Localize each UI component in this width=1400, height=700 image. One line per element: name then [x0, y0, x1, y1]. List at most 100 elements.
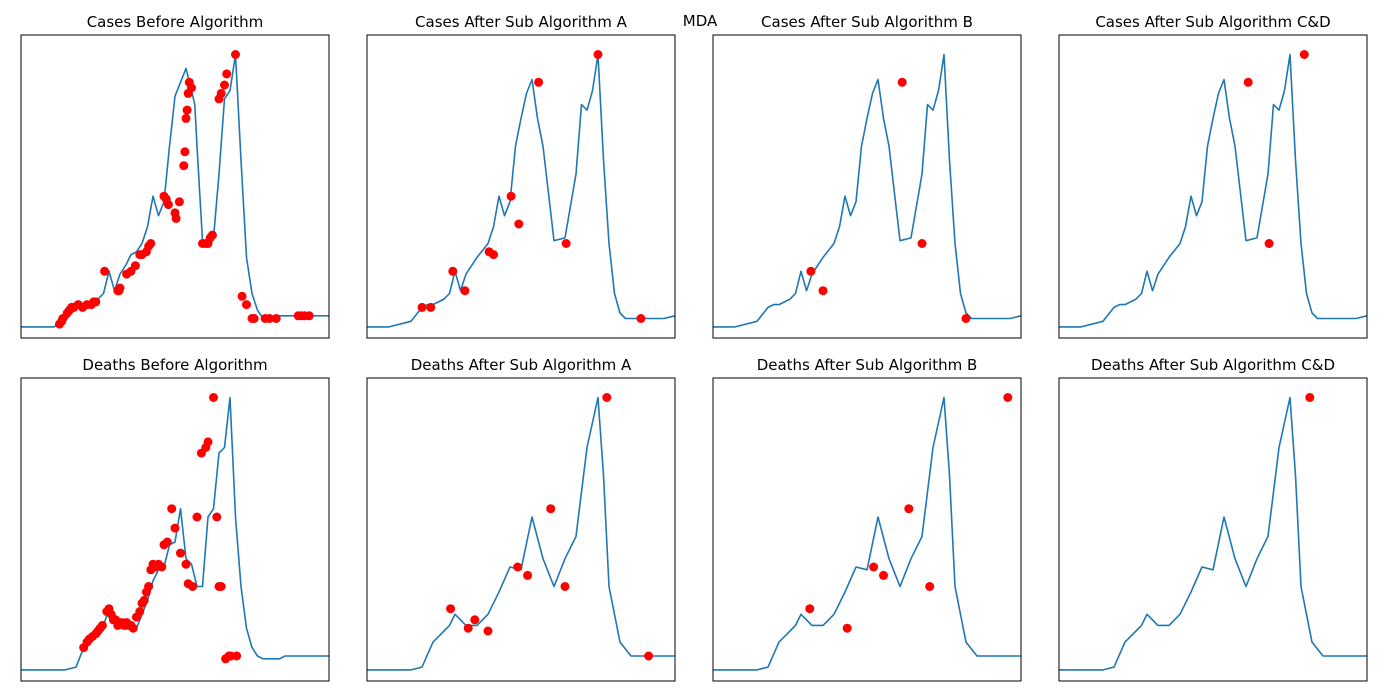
marker-point [644, 651, 654, 661]
marker-point [917, 239, 927, 248]
subplot-title: Deaths After Sub Algorithm C&D [1091, 356, 1335, 374]
marker-point [171, 214, 181, 223]
marker-point [97, 620, 107, 630]
marker-point [483, 626, 493, 636]
series-line [367, 53, 676, 328]
marker-point [265, 314, 275, 323]
marker-point [192, 512, 202, 522]
marker-point [805, 604, 815, 614]
axes-frame [366, 377, 676, 682]
subplot-deaths-after-sub-algorithm-b: Deaths After Sub Algorithm B [712, 356, 1022, 682]
subplot-cases-after-sub-algorithm-b: Cases After Sub Algorithm B [712, 13, 1022, 339]
figure-title: MDA [682, 12, 718, 30]
marker-point [961, 314, 971, 323]
marker-point [636, 314, 646, 323]
marker-point [806, 266, 816, 276]
subplot-cases-before-algorithm: Cases Before Algorithm [20, 13, 330, 339]
axes-frame [366, 34, 676, 339]
marker-point [560, 582, 570, 591]
subplot-title: Deaths Before Algorithm [82, 356, 267, 374]
series-line [21, 396, 329, 671]
marker-point [167, 504, 177, 514]
marker-point [513, 562, 523, 572]
subplot-cases-after-sub-algorithm-candd: Cases After Sub Algorithm C&D [1058, 13, 1368, 339]
marker-point [242, 300, 251, 310]
marker-point [163, 200, 173, 210]
marker-point [209, 393, 218, 402]
marker-point [181, 559, 191, 569]
marker-point [1299, 50, 1309, 59]
marker-point [842, 623, 852, 633]
marker-point [426, 302, 436, 312]
marker-point [135, 607, 145, 616]
marker-point [904, 504, 914, 514]
marker-point [188, 582, 198, 591]
marker-point [231, 50, 240, 59]
marker-point [115, 283, 125, 293]
marker-point [216, 582, 226, 591]
marker-point [1305, 393, 1315, 402]
marker-point [100, 266, 110, 276]
series-line [367, 396, 675, 671]
marker-point [897, 77, 907, 87]
axes-frame [712, 34, 1022, 339]
marker-point [91, 297, 101, 307]
marker-point [128, 623, 138, 633]
marker-point [162, 537, 172, 547]
marker-point [417, 302, 427, 312]
marker-point [470, 615, 480, 625]
marker-point [271, 314, 281, 323]
subplot-cases-after-sub-algorithm-a: Cases After Sub Algorithm A [366, 13, 676, 339]
marker-point [304, 311, 314, 321]
axes-frame [1058, 377, 1368, 682]
subplot-title: Cases After Sub Algorithm C&D [1095, 13, 1330, 31]
marker-point [146, 239, 156, 248]
series-line [713, 53, 1022, 328]
marker-point [489, 250, 498, 260]
marker-point [1264, 239, 1274, 248]
marker-point [170, 523, 180, 533]
marker-point [182, 105, 192, 115]
marker-point [237, 291, 247, 301]
series-line [21, 53, 329, 328]
marker-point [534, 77, 544, 87]
marker-point [180, 147, 190, 157]
marker-point [174, 197, 184, 207]
marker-point [869, 562, 879, 572]
marker-point [139, 595, 149, 605]
axes-frame [1058, 34, 1368, 339]
marker-point [448, 266, 458, 276]
marker-point [593, 50, 603, 59]
axes-frame [20, 34, 330, 339]
marker-point [463, 623, 473, 633]
marker-point [446, 604, 456, 614]
subplot-deaths-after-sub-algorithm-a: Deaths After Sub Algorithm A [366, 356, 676, 682]
marker-point [523, 570, 533, 580]
subplot-title: Deaths After Sub Algorithm A [411, 356, 632, 374]
subplot-deaths-before-algorithm: Deaths Before Algorithm [20, 356, 330, 682]
subplot-title: Cases After Sub Algorithm A [415, 13, 628, 31]
marker-point [546, 504, 556, 514]
marker-point [212, 512, 222, 522]
subplot-title: Deaths After Sub Algorithm B [757, 356, 978, 374]
marker-point [561, 239, 571, 248]
marker-point [1243, 77, 1253, 87]
marker-point [187, 83, 196, 93]
marker-point [157, 562, 167, 572]
marker-point [232, 651, 242, 661]
marker-point [506, 191, 516, 201]
marker-point [1003, 393, 1013, 402]
marker-point [220, 80, 229, 90]
subplot-title: Cases Before Algorithm [87, 13, 264, 31]
marker-point [925, 582, 935, 591]
axes-frame [712, 377, 1022, 682]
series-line [713, 396, 1021, 671]
marker-point [181, 113, 191, 123]
marker-point [602, 393, 612, 402]
marker-point [818, 286, 828, 296]
marker-point [216, 88, 226, 98]
marker-point [460, 286, 470, 296]
marker-point [222, 69, 232, 79]
marker-point [130, 261, 140, 271]
